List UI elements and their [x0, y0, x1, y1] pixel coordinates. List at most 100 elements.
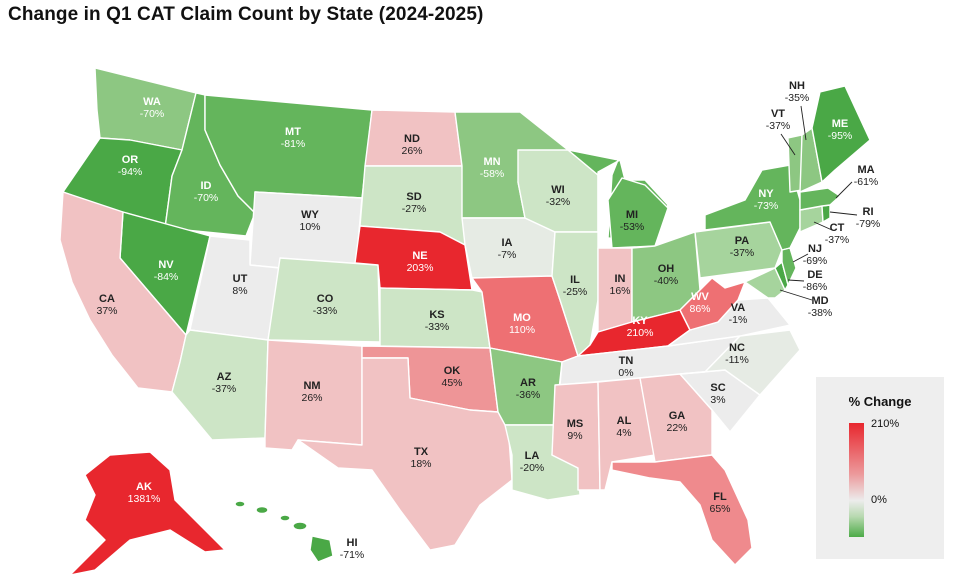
leader-lines: [779, 105, 858, 301]
state-label-me: ME-95%: [828, 118, 853, 142]
state-shape-ma[interactable]: [799, 187, 841, 211]
svg-text:65%: 65%: [709, 503, 730, 515]
svg-text:-86%: -86%: [803, 281, 828, 293]
state-label-ks: KS-33%: [425, 309, 450, 333]
svg-text:AZ: AZ: [217, 371, 232, 383]
svg-text:GA: GA: [669, 410, 686, 422]
svg-text:OR: OR: [122, 154, 139, 166]
state-label-nv: NV-84%: [154, 259, 179, 283]
svg-text:-37%: -37%: [825, 234, 850, 246]
svg-text:-27%: -27%: [402, 203, 427, 215]
svg-text:DE: DE: [807, 269, 822, 281]
svg-text:SD: SD: [406, 191, 421, 203]
svg-text:IA: IA: [502, 237, 513, 249]
state-label-hi: HI-71%: [340, 537, 365, 561]
svg-text:10%: 10%: [299, 221, 320, 233]
state-shape-md[interactable]: [744, 267, 786, 299]
svg-text:-33%: -33%: [313, 305, 338, 317]
state-label-oh: OH-40%: [654, 263, 679, 287]
svg-text:-53%: -53%: [620, 221, 645, 233]
state-shape-fl[interactable]: [611, 454, 753, 566]
svg-text:NM: NM: [303, 380, 320, 392]
svg-text:WV: WV: [691, 291, 709, 303]
state-shape-ri[interactable]: [821, 204, 831, 223]
svg-text:-61%: -61%: [854, 176, 879, 188]
svg-text:MI: MI: [626, 209, 638, 221]
svg-text:SC: SC: [710, 382, 725, 394]
state-shape-nc[interactable]: [679, 329, 801, 396]
svg-text:86%: 86%: [689, 303, 710, 315]
svg-text:OK: OK: [444, 365, 461, 377]
state-label-co: CO-33%: [313, 293, 338, 317]
svg-text:VT: VT: [771, 108, 785, 120]
svg-text:210%: 210%: [627, 327, 654, 339]
state-label-ct: CT-37%: [825, 222, 850, 246]
svg-text:AL: AL: [617, 415, 632, 427]
svg-text:TX: TX: [414, 446, 429, 458]
svg-text:MT: MT: [285, 126, 301, 138]
state-label-ri: RI-79%: [856, 206, 881, 230]
svg-text:UT: UT: [233, 273, 248, 285]
svg-text:-38%: -38%: [808, 307, 833, 319]
legend-color-scale: [849, 423, 864, 537]
state-label-wa: WA-70%: [140, 96, 165, 120]
state-label-la: LA-20%: [520, 450, 545, 474]
svg-text:9%: 9%: [567, 430, 582, 442]
svg-text:NY: NY: [758, 188, 774, 200]
svg-text:-40%: -40%: [654, 275, 679, 287]
svg-text:CO: CO: [317, 293, 334, 305]
svg-text:-7%: -7%: [498, 249, 517, 261]
state-label-az: AZ-37%: [212, 371, 237, 395]
svg-text:MD: MD: [811, 295, 828, 307]
state-shape-me[interactable]: [811, 85, 871, 183]
svg-text:VA: VA: [731, 302, 746, 314]
svg-text:8%: 8%: [232, 285, 247, 297]
state-shape-nj[interactable]: [781, 247, 797, 286]
state-label-ar: AR-36%: [516, 377, 541, 401]
svg-text:WY: WY: [301, 209, 319, 221]
svg-text:MN: MN: [483, 156, 500, 168]
state-label-ia: IA-7%: [498, 237, 517, 261]
state-label-ms: MS9%: [567, 418, 584, 442]
state-shape-tx[interactable]: [297, 357, 513, 551]
state-label-ma: MA-61%: [854, 164, 879, 188]
svg-text:TN: TN: [619, 355, 634, 367]
state-label-mi: MI-53%: [620, 209, 645, 233]
svg-text:KS: KS: [429, 309, 444, 321]
svg-text:NH: NH: [789, 80, 805, 92]
svg-text:NV: NV: [158, 259, 174, 271]
svg-text:-20%: -20%: [520, 462, 545, 474]
state-shape-hi[interactable]: [234, 500, 334, 563]
svg-text:-32%: -32%: [546, 196, 571, 208]
svg-text:-79%: -79%: [856, 218, 881, 230]
svg-text:0%: 0%: [618, 367, 633, 379]
state-shape-ga[interactable]: [639, 373, 713, 463]
svg-text:-70%: -70%: [194, 192, 219, 204]
state-shape-ak[interactable]: [69, 451, 226, 576]
svg-text:WI: WI: [551, 184, 564, 196]
state-label-mt: MT-81%: [281, 126, 306, 150]
state-label-ny: NY-73%: [754, 188, 779, 212]
svg-text:-73%: -73%: [754, 200, 779, 212]
svg-text:MA: MA: [857, 164, 874, 176]
svg-text:37%: 37%: [96, 305, 117, 317]
svg-text:26%: 26%: [301, 392, 322, 404]
state-shape-ca[interactable]: [59, 191, 187, 393]
state-label-de: DE-86%: [803, 269, 828, 293]
legend-title: % Change: [848, 394, 912, 409]
state-label-nh: NH-35%: [785, 80, 810, 104]
svg-text:OH: OH: [658, 263, 675, 275]
state-label-sc: SC3%: [710, 382, 725, 406]
legend-zero-label: 0%: [871, 494, 887, 506]
